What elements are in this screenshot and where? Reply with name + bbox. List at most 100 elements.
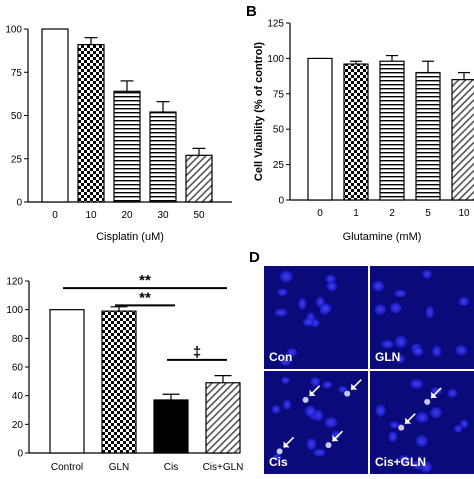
micrograph-gln: GLN: [370, 266, 474, 369]
arrowhead-icon: [351, 383, 358, 390]
x-tick-label: Control: [51, 462, 83, 473]
nucleus: [326, 281, 338, 292]
x-tick-label: 1: [353, 208, 359, 219]
bright-nucleus: [325, 442, 332, 449]
significance-marker: ‡: [193, 344, 201, 361]
arrowhead-icon: [283, 441, 290, 448]
nucleus: [410, 378, 423, 389]
nucleus: [415, 412, 429, 423]
micrograph-cis-gln: Cis+GLN: [370, 371, 474, 474]
x-tick-label: 20: [121, 210, 133, 221]
nucleus: [279, 270, 293, 283]
nucleus: [455, 345, 468, 356]
nucleus: [375, 404, 386, 417]
x-tick-label: GLN: [109, 462, 130, 473]
panel-c: 0 20 40 60 80 100 120 Control GLN Cis Cis+GLN **** ‡: [6, 272, 243, 473]
bright-nucleus: [424, 398, 431, 405]
bar-10: [451, 79, 474, 201]
nucleus: [432, 345, 442, 357]
y-tick-label: 75: [273, 89, 285, 100]
bright-nucleus: [276, 448, 283, 455]
significance-marker: **: [139, 272, 151, 289]
x-tick-label: 5: [425, 208, 431, 219]
nucleus: [381, 340, 394, 349]
y-tick-label: 25: [273, 160, 285, 171]
micrograph-con: Con: [264, 266, 368, 369]
y-tick-label: 50: [11, 111, 23, 122]
x-tick-label: 30: [157, 210, 169, 221]
panel-d: D Con GLN Cis Cis+GLN: [249, 249, 474, 474]
bar-control: [49, 309, 85, 454]
panel-label-b: B: [246, 3, 257, 20]
nucleus: [286, 348, 298, 357]
x-tick-label: 0: [317, 208, 323, 219]
nucleus: [271, 405, 281, 414]
nucleus: [430, 407, 442, 419]
nucleus: [422, 269, 432, 279]
nucleus: [314, 409, 323, 422]
y-tick-label: 25: [11, 154, 23, 165]
bar-0: [307, 57, 333, 201]
x-tick-label: 50: [193, 210, 205, 221]
nucleus: [390, 302, 402, 314]
y-tick-label: 0: [16, 198, 22, 209]
arrowhead-icon: [332, 435, 339, 442]
nucleus: [454, 424, 463, 433]
x-axis-label: Glutamine (mM): [343, 231, 422, 243]
nucleus: [281, 376, 290, 384]
nucleus: [412, 346, 424, 357]
x-tick-label: Cis+GLN: [203, 462, 244, 473]
nucleus: [396, 354, 405, 364]
y-tick-label: 0: [278, 196, 284, 207]
panel-a: 0 25 50 75 100 0 10 20 30 50 Cisplatin (uM): [5, 25, 232, 243]
nucleus: [460, 419, 469, 429]
y-tick-label: 100: [5, 25, 22, 36]
bright-nucleus: [398, 424, 405, 431]
nucleus: [394, 335, 408, 348]
micrograph-label: Con: [269, 350, 292, 364]
significance-marker: **: [139, 289, 151, 306]
nucleus: [388, 431, 398, 443]
nucleus: [305, 405, 316, 418]
nucleus: [324, 417, 338, 428]
nucleus: [338, 385, 348, 393]
nucleus: [420, 461, 432, 473]
bar-gln: [101, 310, 137, 454]
nucleus: [394, 289, 407, 298]
y-tick-label: 75: [11, 68, 23, 79]
nucleus: [274, 308, 288, 317]
y-tick-label: 0: [17, 449, 23, 460]
nucleus: [302, 317, 315, 327]
micrograph-cis: Cis: [264, 371, 368, 474]
nucleus: [313, 448, 326, 457]
nucleus: [458, 296, 469, 307]
bar-20: [113, 90, 141, 203]
y-tick-label: 60: [12, 363, 24, 374]
bar-10: [77, 43, 105, 203]
arrowhead-icon: [405, 417, 412, 424]
nucleus: [389, 421, 400, 429]
y-tick-label: 40: [12, 391, 24, 402]
nucleus: [283, 399, 292, 410]
nucleus: [319, 303, 332, 314]
micrograph-label: Cis: [269, 455, 288, 469]
bar-0: [41, 28, 69, 203]
arrowhead-icon: [431, 391, 438, 398]
y-tick-label: 80: [12, 334, 24, 345]
y-tick-label: 20: [12, 420, 24, 431]
micrograph-label: GLN: [375, 350, 400, 364]
nucleus: [280, 357, 291, 366]
nucleus: [425, 306, 435, 319]
bar-cis: [153, 399, 189, 454]
nucleus: [398, 455, 410, 465]
nucleus: [447, 388, 458, 398]
y-tick-label: 120: [6, 277, 23, 288]
nucleus: [310, 377, 321, 387]
micrograph-label: Cis+GLN: [375, 455, 426, 469]
arrowhead-icon: [309, 389, 316, 396]
x-tick-label: 0: [52, 210, 58, 221]
nucleus: [306, 438, 317, 451]
x-axis-label: Cisplatin (uM): [96, 231, 164, 243]
